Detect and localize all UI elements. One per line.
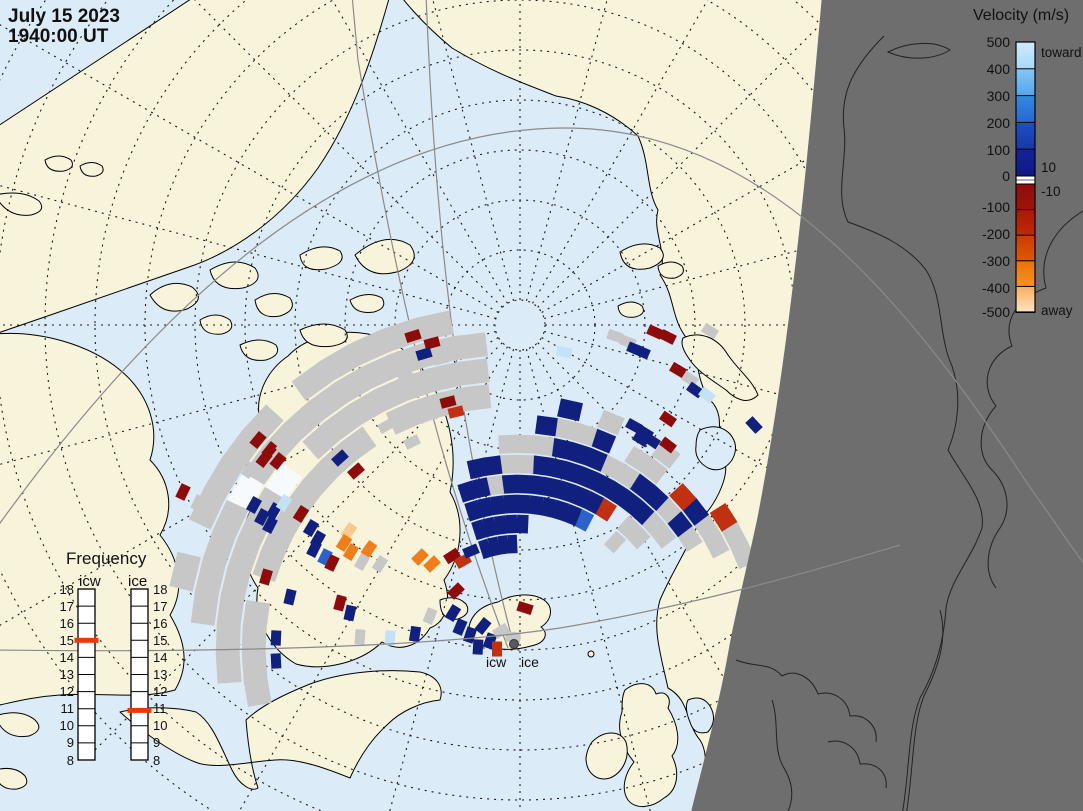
freq-tick-left: 11	[61, 701, 75, 716]
landmass-great-britain	[619, 683, 679, 807]
colorbar-neg-threshold: -10	[1041, 184, 1061, 199]
frequency-legend-labels: Frequency icw ice 18 17 16 15 14 13 12 1…	[60, 549, 168, 768]
solid-arcs	[0, 127, 1083, 652]
island	[619, 243, 664, 270]
radar-data-cells	[169, 310, 763, 707]
island	[617, 301, 644, 318]
arc-upper	[0, 127, 1083, 564]
island	[349, 294, 385, 313]
colorbar-tick: 300	[987, 88, 1011, 104]
sea-baltic	[685, 697, 714, 734]
freq-tick-left: 9	[67, 735, 74, 750]
sea-white-sea	[695, 426, 736, 471]
freq-tick-right: 16	[153, 616, 167, 631]
frequency-col-ice: ice	[128, 573, 147, 590]
island	[149, 282, 199, 312]
freq-tick-right: 8	[153, 753, 160, 768]
radar-site-dot	[509, 639, 519, 649]
island	[354, 238, 415, 275]
night-terminator-region	[691, 0, 1083, 811]
island	[79, 162, 104, 177]
freq-tick-right: 17	[153, 599, 167, 614]
landmass-labrador	[119, 670, 442, 790]
site-label-ice: ice	[521, 654, 539, 670]
colorbar-tick: -100	[982, 199, 1010, 215]
island	[199, 314, 233, 335]
freq-tick-left: 15	[60, 633, 74, 648]
colorbar-tick: -500	[982, 304, 1010, 320]
colorbar-tick: 500	[987, 34, 1011, 50]
freq-tick-left: 12	[60, 684, 74, 699]
colorbar-away-label: away	[1041, 303, 1073, 318]
timestamp-date: July 15 2023	[8, 6, 120, 27]
colorbar-tick: -400	[982, 280, 1010, 296]
island	[0, 192, 43, 216]
timestamp-time: 1940:00 UT	[8, 26, 109, 47]
colorbar-title: Velocity (m/s)	[973, 7, 1069, 24]
freq-tick-left: 13	[60, 667, 74, 682]
colorbar-tick: -300	[982, 253, 1010, 269]
freq-tick-right: 11	[153, 701, 167, 716]
night-coastlines	[735, 35, 1083, 811]
freq-tick-left: 16	[60, 616, 74, 631]
frequency-col-icw: icw	[79, 573, 101, 590]
colorbar-tick: 100	[987, 142, 1011, 158]
velocity-colorbar	[1015, 41, 1036, 313]
island	[299, 246, 343, 271]
freq-tick-right: 14	[153, 650, 167, 665]
freq-tick-right: 18	[153, 582, 167, 597]
island	[0, 768, 28, 790]
freq-tick-right: 15	[153, 633, 167, 648]
freq-tick-left: 17	[60, 599, 74, 614]
freq-tick-right: 13	[153, 667, 167, 682]
island	[209, 261, 259, 290]
island	[254, 293, 293, 318]
colorbar-tick: 0	[1002, 168, 1010, 184]
freq-tick-right: 9	[153, 735, 160, 750]
island	[239, 339, 279, 361]
island	[657, 261, 684, 279]
freq-tick-left: 14	[60, 650, 74, 665]
landmass-north-america	[0, 0, 390, 333]
frequency-title: Frequency	[66, 549, 147, 568]
colorbar-tick: 200	[987, 115, 1011, 131]
seas	[685, 426, 736, 734]
landmass-novaya-zemlya	[681, 334, 759, 401]
velocity-colorbar-labels: Velocity (m/s) 500 400 300 200 100 0 -10…	[973, 7, 1082, 320]
islet-faroe	[587, 650, 595, 658]
colorbar-toward-label: toward	[1041, 45, 1082, 60]
island	[0, 712, 40, 738]
site-label-icw: icw	[486, 654, 507, 670]
freq-marker-icw	[74, 637, 99, 643]
arc-lower	[0, 544, 901, 652]
freq-tick-left: 18	[60, 582, 74, 597]
colorbar-tick: -200	[982, 226, 1010, 242]
freq-marker-ice	[127, 707, 152, 713]
colorbar-tick: 400	[987, 61, 1011, 77]
landmass-ireland	[585, 732, 628, 780]
freq-tick-right: 12	[153, 684, 167, 699]
freq-tick-left: 10	[60, 718, 74, 733]
frequency-legend	[74, 588, 152, 761]
freq-tick-right: 10	[153, 718, 167, 733]
island	[299, 323, 348, 348]
colorbar-pos-threshold: 10	[1041, 160, 1056, 175]
freq-tick-left: 8	[67, 753, 74, 768]
